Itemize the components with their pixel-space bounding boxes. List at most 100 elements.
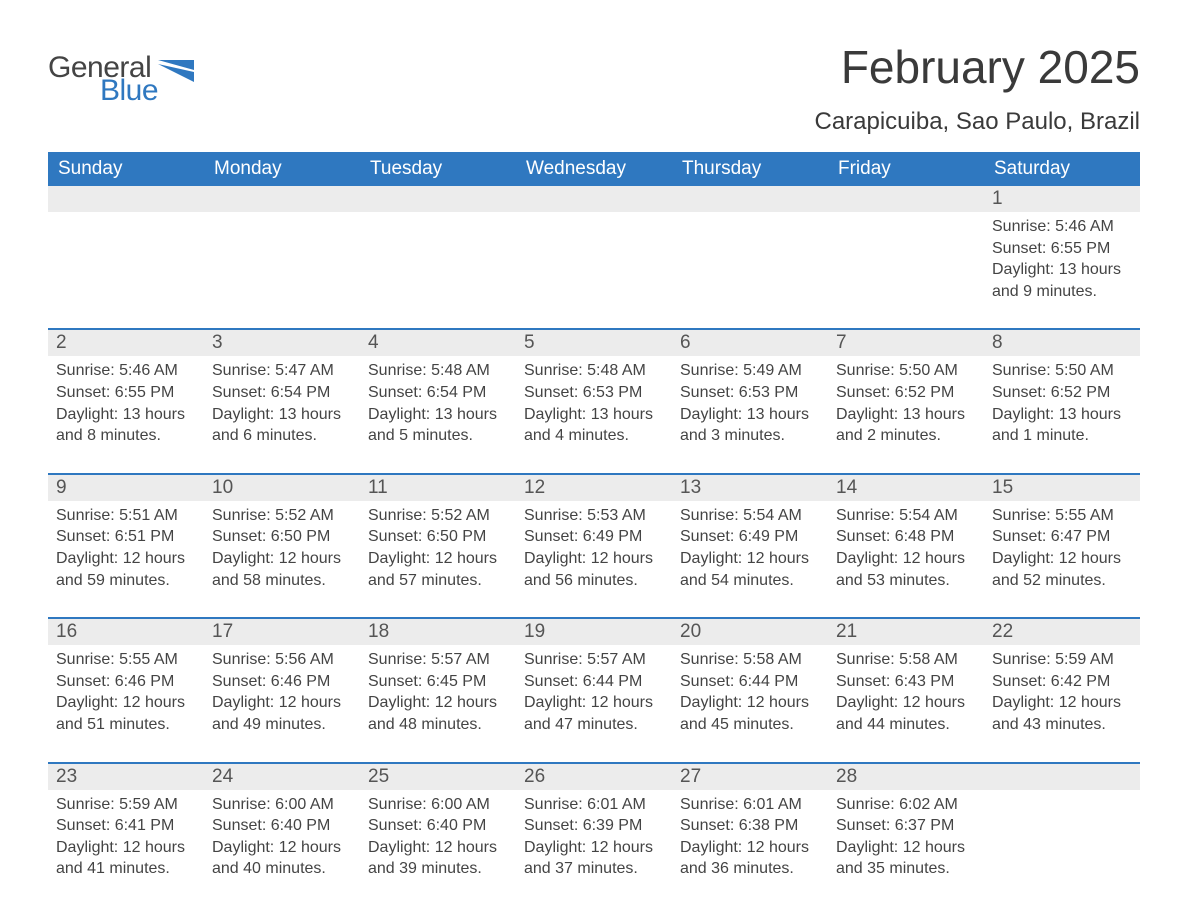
day-number: 25 [360,764,516,790]
header: General Blue February 2025 Carapicuiba, … [48,40,1140,146]
day-details: Sunrise: 5:46 AMSunset: 6:55 PMDaylight:… [48,356,204,446]
calendar-day-empty [48,186,204,302]
day-number: 7 [828,330,984,356]
daylight-text: Daylight: 13 hours and 1 minute. [992,404,1132,447]
sunset-text: Sunset: 6:53 PM [524,382,664,404]
sunset-text: Sunset: 6:44 PM [524,671,664,693]
sunset-text: Sunset: 6:52 PM [836,382,976,404]
sunset-text: Sunset: 6:44 PM [680,671,820,693]
daylight-text: Daylight: 13 hours and 3 minutes. [680,404,820,447]
day-details: Sunrise: 5:46 AMSunset: 6:55 PMDaylight:… [984,212,1140,302]
sunset-text: Sunset: 6:50 PM [368,526,508,548]
calendar-day-empty [672,186,828,302]
sunset-text: Sunset: 6:45 PM [368,671,508,693]
day-number [360,186,516,212]
sunrise-text: Sunrise: 5:53 AM [524,505,664,527]
day-details: Sunrise: 6:02 AMSunset: 6:37 PMDaylight:… [828,790,984,880]
calendar-day: 2Sunrise: 5:46 AMSunset: 6:55 PMDaylight… [48,330,204,446]
sunrise-text: Sunrise: 5:55 AM [56,649,196,671]
calendar-day: 24Sunrise: 6:00 AMSunset: 6:40 PMDayligh… [204,764,360,880]
day-details: Sunrise: 5:58 AMSunset: 6:44 PMDaylight:… [672,645,828,735]
calendar-week: 9Sunrise: 5:51 AMSunset: 6:51 PMDaylight… [48,473,1140,591]
sunrise-text: Sunrise: 5:56 AM [212,649,352,671]
day-number: 17 [204,619,360,645]
day-number: 3 [204,330,360,356]
daylight-text: Daylight: 12 hours and 45 minutes. [680,692,820,735]
day-details: Sunrise: 5:54 AMSunset: 6:48 PMDaylight:… [828,501,984,591]
day-details: Sunrise: 5:52 AMSunset: 6:50 PMDaylight:… [360,501,516,591]
daylight-text: Daylight: 12 hours and 56 minutes. [524,548,664,591]
sunrise-text: Sunrise: 6:02 AM [836,794,976,816]
day-number: 23 [48,764,204,790]
day-number: 24 [204,764,360,790]
day-number: 19 [516,619,672,645]
day-number [516,186,672,212]
daylight-text: Daylight: 13 hours and 5 minutes. [368,404,508,447]
day-number: 13 [672,475,828,501]
daylight-text: Daylight: 12 hours and 53 minutes. [836,548,976,591]
sunset-text: Sunset: 6:41 PM [56,815,196,837]
calendar-day: 6Sunrise: 5:49 AMSunset: 6:53 PMDaylight… [672,330,828,446]
calendar-day: 26Sunrise: 6:01 AMSunset: 6:39 PMDayligh… [516,764,672,880]
sunset-text: Sunset: 6:39 PM [524,815,664,837]
day-details: Sunrise: 5:55 AMSunset: 6:46 PMDaylight:… [48,645,204,735]
day-number [48,186,204,212]
sunset-text: Sunset: 6:55 PM [56,382,196,404]
daylight-text: Daylight: 13 hours and 2 minutes. [836,404,976,447]
day-details: Sunrise: 5:59 AMSunset: 6:42 PMDaylight:… [984,645,1140,735]
sunset-text: Sunset: 6:38 PM [680,815,820,837]
sunset-text: Sunset: 6:48 PM [836,526,976,548]
daylight-text: Daylight: 12 hours and 47 minutes. [524,692,664,735]
weekday-header: Monday [204,152,360,186]
calendar-day: 11Sunrise: 5:52 AMSunset: 6:50 PMDayligh… [360,475,516,591]
sunrise-text: Sunrise: 5:50 AM [836,360,976,382]
logo: General Blue [48,54,194,104]
calendar: SundayMondayTuesdayWednesdayThursdayFrid… [48,152,1140,880]
calendar-day: 1Sunrise: 5:46 AMSunset: 6:55 PMDaylight… [984,186,1140,302]
daylight-text: Daylight: 12 hours and 51 minutes. [56,692,196,735]
calendar-week: 16Sunrise: 5:55 AMSunset: 6:46 PMDayligh… [48,617,1140,735]
calendar-day: 18Sunrise: 5:57 AMSunset: 6:45 PMDayligh… [360,619,516,735]
sunrise-text: Sunrise: 5:58 AM [836,649,976,671]
sunrise-text: Sunrise: 6:00 AM [212,794,352,816]
sunrise-text: Sunrise: 5:48 AM [368,360,508,382]
calendar-day: 12Sunrise: 5:53 AMSunset: 6:49 PMDayligh… [516,475,672,591]
day-number [984,764,1140,790]
day-details: Sunrise: 6:00 AMSunset: 6:40 PMDaylight:… [360,790,516,880]
daylight-text: Daylight: 12 hours and 52 minutes. [992,548,1132,591]
day-number: 12 [516,475,672,501]
day-details: Sunrise: 5:47 AMSunset: 6:54 PMDaylight:… [204,356,360,446]
day-details: Sunrise: 5:50 AMSunset: 6:52 PMDaylight:… [828,356,984,446]
calendar-day: 14Sunrise: 5:54 AMSunset: 6:48 PMDayligh… [828,475,984,591]
calendar-day: 15Sunrise: 5:55 AMSunset: 6:47 PMDayligh… [984,475,1140,591]
daylight-text: Daylight: 13 hours and 9 minutes. [992,259,1132,302]
calendar-day: 8Sunrise: 5:50 AMSunset: 6:52 PMDaylight… [984,330,1140,446]
calendar-day: 17Sunrise: 5:56 AMSunset: 6:46 PMDayligh… [204,619,360,735]
calendar-day: 21Sunrise: 5:58 AMSunset: 6:43 PMDayligh… [828,619,984,735]
daylight-text: Daylight: 12 hours and 58 minutes. [212,548,352,591]
sunrise-text: Sunrise: 6:01 AM [680,794,820,816]
day-details: Sunrise: 6:01 AMSunset: 6:38 PMDaylight:… [672,790,828,880]
sunrise-text: Sunrise: 5:48 AM [524,360,664,382]
day-details: Sunrise: 5:53 AMSunset: 6:49 PMDaylight:… [516,501,672,591]
sunrise-text: Sunrise: 5:55 AM [992,505,1132,527]
calendar-day: 13Sunrise: 5:54 AMSunset: 6:49 PMDayligh… [672,475,828,591]
day-number: 2 [48,330,204,356]
day-number: 18 [360,619,516,645]
day-details: Sunrise: 5:50 AMSunset: 6:52 PMDaylight:… [984,356,1140,446]
daylight-text: Daylight: 12 hours and 43 minutes. [992,692,1132,735]
day-details: Sunrise: 5:51 AMSunset: 6:51 PMDaylight:… [48,501,204,591]
weekday-header: Friday [828,152,984,186]
sunrise-text: Sunrise: 5:54 AM [680,505,820,527]
sunrise-text: Sunrise: 5:47 AM [212,360,352,382]
sunrise-text: Sunrise: 5:54 AM [836,505,976,527]
day-details: Sunrise: 5:57 AMSunset: 6:44 PMDaylight:… [516,645,672,735]
day-details: Sunrise: 5:55 AMSunset: 6:47 PMDaylight:… [984,501,1140,591]
sunrise-text: Sunrise: 5:58 AM [680,649,820,671]
day-number: 14 [828,475,984,501]
daylight-text: Daylight: 12 hours and 57 minutes. [368,548,508,591]
daylight-text: Daylight: 12 hours and 59 minutes. [56,548,196,591]
logo-word-blue: Blue [100,77,158,104]
daylight-text: Daylight: 13 hours and 6 minutes. [212,404,352,447]
daylight-text: Daylight: 12 hours and 40 minutes. [212,837,352,880]
